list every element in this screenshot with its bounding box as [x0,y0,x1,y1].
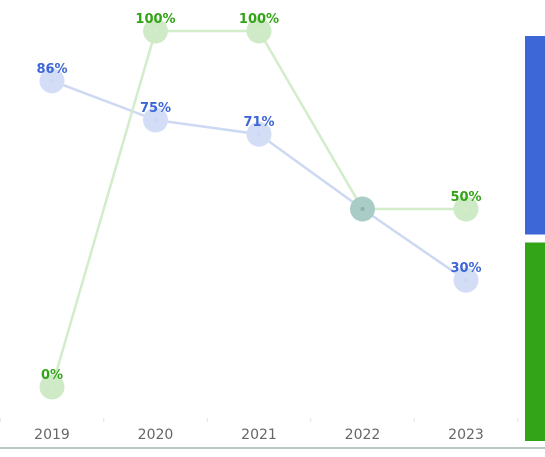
series-2-point [464,207,468,211]
series-markers [39,18,479,400]
series-2-point [153,29,158,33]
x-tick-label: 2021 [241,427,277,443]
x-axis: 2019 2020 2021 2022 2023 [0,418,545,449]
series-1-data-label: 86% [36,62,67,77]
series-2-data-label: 50% [450,190,481,205]
series-1-data-label: 71% [243,115,274,130]
series-2-data-label: 0% [41,368,63,383]
series-2-point [257,29,261,33]
series-2-data-label: 100% [135,12,175,27]
x-tick-label: 2023 [448,427,484,443]
series-1-point [360,207,365,211]
legend-swatch-2[interactable] [525,242,545,442]
x-tick-label: 2022 [345,427,381,443]
legend-swatch-1[interactable] [525,36,545,235]
series-lines [50,29,467,388]
series-1-data-label: 75% [140,101,171,116]
series-2-point [50,385,54,389]
x-axis-tick-labels: 2019 2020 2021 2022 2023 [34,427,484,443]
x-tick-label: 2019 [34,427,70,443]
series-1-point [153,118,158,122]
x-axis-ticks [0,418,519,422]
series-line-2 [50,29,466,388]
series-2-data-label: 100% [239,12,279,27]
data-labels: 86% 75% 71% 30% 0% 100% 100% 50% [36,12,481,383]
x-tick-label: 2020 [138,427,174,443]
series-1-data-label: 30% [450,261,481,276]
series-1-point [50,78,54,83]
series-1-point [464,278,468,283]
series-1-point [257,132,261,137]
legend [525,36,545,441]
series-line-1 [51,79,467,282]
